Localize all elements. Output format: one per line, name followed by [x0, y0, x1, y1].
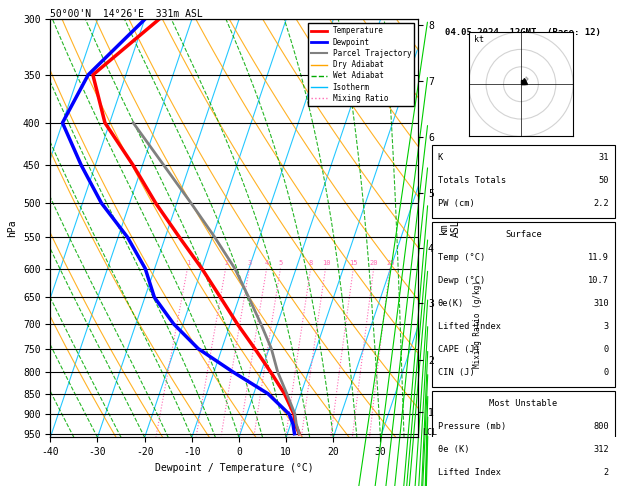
- Text: 2: 2: [224, 260, 228, 265]
- Text: θe(K): θe(K): [438, 299, 464, 308]
- Text: 50°00'N  14°26'E  331m ASL: 50°00'N 14°26'E 331m ASL: [50, 9, 203, 18]
- Text: 31: 31: [598, 153, 609, 162]
- Text: 04.05.2024  12GMT  (Base: 12): 04.05.2024 12GMT (Base: 12): [445, 28, 601, 37]
- Text: 312: 312: [593, 446, 609, 454]
- Text: 4: 4: [265, 260, 269, 265]
- Text: 3: 3: [248, 260, 252, 265]
- Text: Totals Totals: Totals Totals: [438, 176, 506, 185]
- Text: 25: 25: [386, 260, 394, 265]
- Text: Dewp (°C): Dewp (°C): [438, 276, 485, 285]
- Text: Mixing Ratio (g/kg): Mixing Ratio (g/kg): [474, 280, 482, 368]
- Text: 11.9: 11.9: [587, 253, 609, 262]
- Text: Surface: Surface: [505, 230, 542, 239]
- Text: kt: kt: [474, 35, 484, 44]
- Text: 0: 0: [604, 345, 609, 354]
- Text: 8: 8: [309, 260, 313, 265]
- Text: CAPE (J): CAPE (J): [438, 345, 480, 354]
- Text: 1: 1: [186, 260, 190, 265]
- Y-axis label: hPa: hPa: [8, 220, 18, 237]
- Text: 2: 2: [604, 469, 609, 477]
- Text: 3: 3: [604, 322, 609, 331]
- Text: Most Unstable: Most Unstable: [489, 399, 557, 408]
- Text: 10.7: 10.7: [587, 276, 609, 285]
- FancyBboxPatch shape: [432, 222, 615, 387]
- FancyBboxPatch shape: [432, 391, 615, 486]
- Text: 15: 15: [350, 260, 358, 265]
- Text: 800: 800: [593, 422, 609, 432]
- Text: 10: 10: [321, 260, 330, 265]
- Text: 20: 20: [370, 260, 379, 265]
- Y-axis label: km
ASL: km ASL: [439, 220, 461, 237]
- Text: Lifted Index: Lifted Index: [438, 322, 501, 331]
- Text: LCL: LCL: [422, 428, 437, 437]
- X-axis label: Dewpoint / Temperature (°C): Dewpoint / Temperature (°C): [155, 463, 314, 473]
- Text: PW (cm): PW (cm): [438, 199, 474, 208]
- Text: CIN (J): CIN (J): [438, 368, 474, 377]
- FancyBboxPatch shape: [432, 145, 615, 218]
- Text: Temp (°C): Temp (°C): [438, 253, 485, 262]
- Text: 310: 310: [593, 299, 609, 308]
- Text: 5: 5: [279, 260, 283, 265]
- Text: Pressure (mb): Pressure (mb): [438, 422, 506, 432]
- Legend: Temperature, Dewpoint, Parcel Trajectory, Dry Adiabat, Wet Adiabat, Isotherm, Mi: Temperature, Dewpoint, Parcel Trajectory…: [308, 23, 415, 106]
- Text: Lifted Index: Lifted Index: [438, 469, 501, 477]
- Text: © weatheronline.co.uk: © weatheronline.co.uk: [475, 424, 572, 433]
- Text: K: K: [438, 153, 443, 162]
- Text: 50: 50: [598, 176, 609, 185]
- Text: θe (K): θe (K): [438, 446, 469, 454]
- Text: 2.2: 2.2: [593, 199, 609, 208]
- Text: 0: 0: [604, 368, 609, 377]
